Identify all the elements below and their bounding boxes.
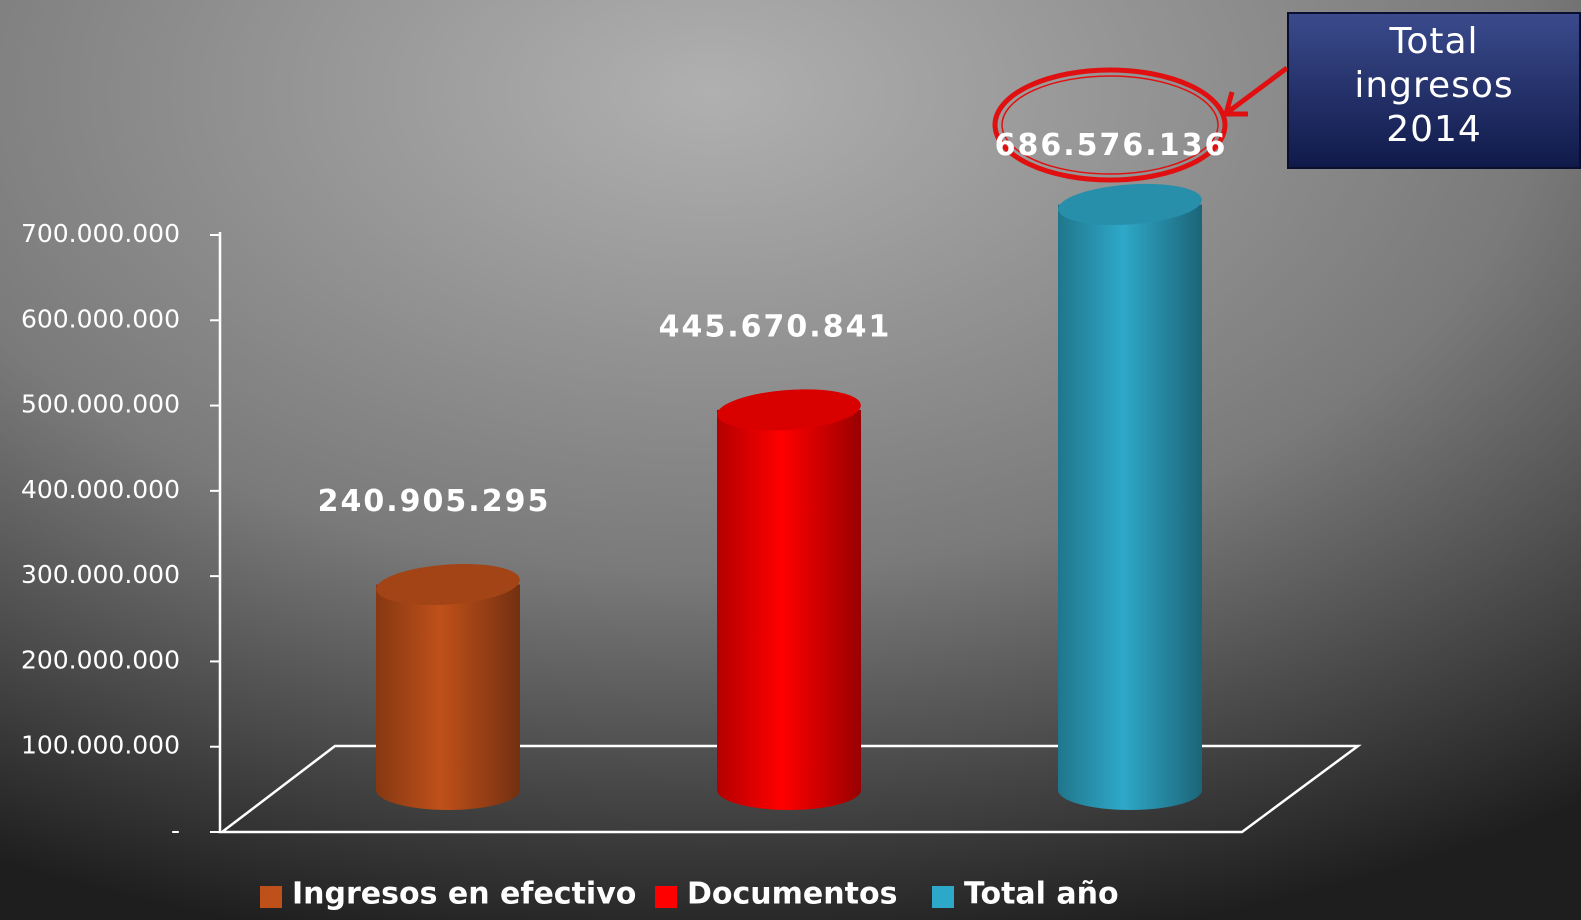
legend-swatch xyxy=(932,886,954,908)
legend-swatch xyxy=(655,886,677,908)
legend-label: Total año xyxy=(964,877,1119,912)
data-label: 445.670.841 xyxy=(659,309,892,344)
y-tick-label: 300.000.000 xyxy=(21,560,180,589)
highlight-circle xyxy=(992,67,1228,183)
bar-top xyxy=(376,563,520,606)
legend-swatch xyxy=(260,886,282,908)
y-tick-label: 100.000.000 xyxy=(21,731,180,760)
bar-top xyxy=(1058,183,1202,226)
y-tick-label: - xyxy=(171,816,180,845)
data-label: 686.576.136 xyxy=(995,128,1228,163)
bar xyxy=(717,409,861,810)
floor xyxy=(218,744,1362,834)
bar xyxy=(376,584,520,810)
plot xyxy=(376,183,1202,811)
bar-top xyxy=(717,389,861,431)
legend-label: Ingresos en efectivo xyxy=(292,877,636,912)
y-tick-label: 700.000.000 xyxy=(21,219,180,248)
y-tick-label: 400.000.000 xyxy=(21,475,180,504)
arrow-head xyxy=(1222,91,1248,117)
bar xyxy=(1058,204,1202,811)
y-tick-label: 600.000.000 xyxy=(21,304,180,333)
y-tick-label: 500.000.000 xyxy=(21,390,180,419)
highlight-circle-inner xyxy=(1001,75,1219,175)
arrow xyxy=(1226,65,1289,115)
data-label: 240.905.295 xyxy=(318,484,551,519)
annotation: Total ingresos 2014 xyxy=(1287,12,1581,169)
legend-label: Documentos xyxy=(687,877,897,912)
y-tick-label: 200.000.000 xyxy=(21,645,180,674)
